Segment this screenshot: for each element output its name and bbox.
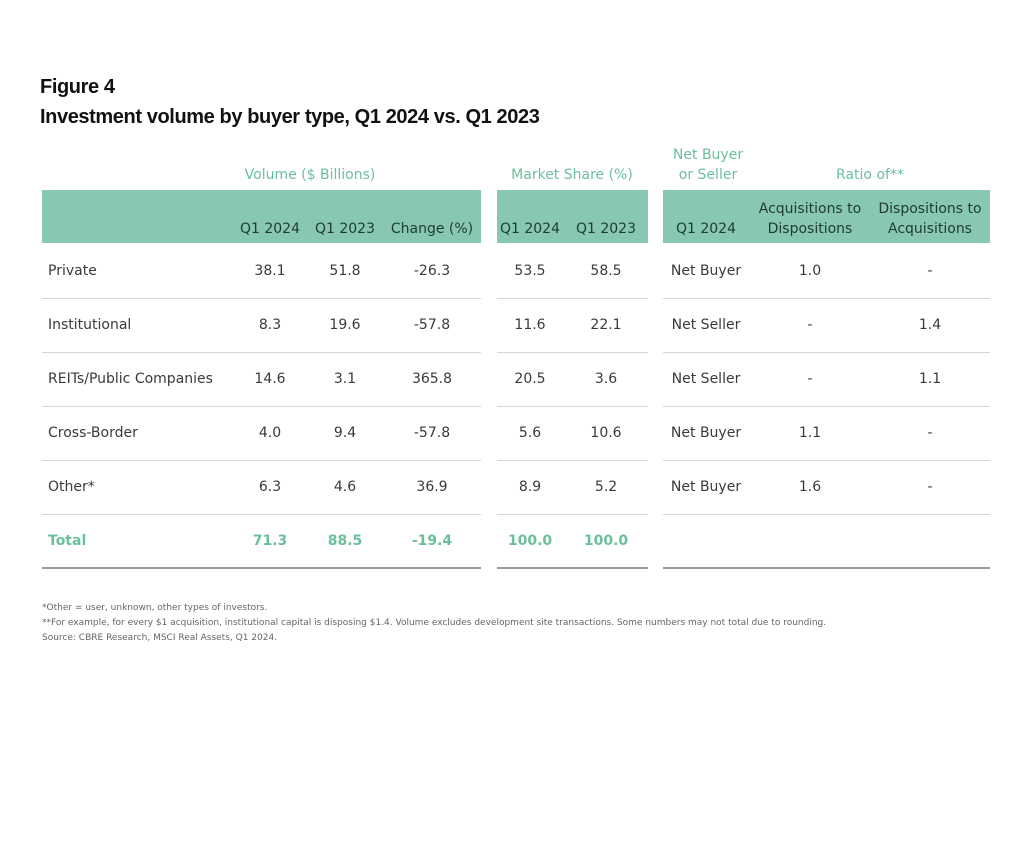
cell: 58.5 xyxy=(590,263,622,279)
cell: Net Buyer xyxy=(670,263,742,279)
cell: - xyxy=(927,479,933,495)
row-divider xyxy=(663,298,990,299)
row-divider xyxy=(663,406,990,407)
cell: Net Seller xyxy=(671,317,741,333)
cell: 19.6 xyxy=(329,317,361,333)
total-cell: -19.4 xyxy=(411,533,453,549)
table-bottom-rule xyxy=(42,567,481,569)
row-label: Other* xyxy=(48,479,95,495)
cell: - xyxy=(807,317,813,333)
cell: 11.6 xyxy=(514,317,546,333)
cell: - xyxy=(927,263,933,279)
cell: 1.1 xyxy=(918,371,942,387)
cell: 8.9 xyxy=(518,479,542,495)
row-divider xyxy=(42,352,481,353)
cell: 10.6 xyxy=(590,425,622,441)
row-divider xyxy=(42,514,481,515)
row-divider xyxy=(663,460,990,461)
row-divider xyxy=(497,406,648,407)
row-divider xyxy=(663,514,990,515)
row-divider xyxy=(42,298,481,299)
footnote: Source: CBRE Research, MSCI Real Assets,… xyxy=(42,633,278,643)
cell: 20.5 xyxy=(514,371,546,387)
header-band xyxy=(663,190,990,243)
header-band xyxy=(497,190,648,243)
cell: - xyxy=(927,425,933,441)
column-header: Dispositions to xyxy=(878,201,982,217)
cell: 5.2 xyxy=(594,479,618,495)
group-header: Ratio of** xyxy=(836,167,904,183)
group-header: Market Share (%) xyxy=(511,167,633,183)
column-header: Q1 2023 xyxy=(314,221,376,237)
cell: 53.5 xyxy=(514,263,546,279)
table-bottom-rule xyxy=(497,567,648,569)
cell: 1.4 xyxy=(918,317,942,333)
total-cell: 88.5 xyxy=(327,533,363,549)
column-header: Q1 2024 xyxy=(675,221,737,237)
cell: Net Seller xyxy=(671,371,741,387)
group-header: or Seller xyxy=(678,167,738,183)
cell: 8.3 xyxy=(258,317,282,333)
total-cell: 100.0 xyxy=(583,533,629,549)
group-header: Net Buyer xyxy=(672,147,744,163)
cell: Net Buyer xyxy=(670,425,742,441)
row-label: Private xyxy=(48,263,97,279)
cell: 9.4 xyxy=(333,425,357,441)
cell: 36.9 xyxy=(416,479,448,495)
cell: Net Buyer xyxy=(670,479,742,495)
total-cell: 100.0 xyxy=(507,533,553,549)
column-header: Q1 2023 xyxy=(575,221,637,237)
group-header: Volume ($ Billions) xyxy=(244,167,376,183)
footnote: **For example, for every $1 acquisition,… xyxy=(42,618,827,628)
cell: -57.8 xyxy=(413,317,451,333)
column-header: Acquisitions xyxy=(888,221,972,237)
column-header: Q1 2024 xyxy=(499,221,561,237)
cell: 51.8 xyxy=(329,263,361,279)
cell: 3.1 xyxy=(333,371,357,387)
row-label: REITs/Public Companies xyxy=(48,371,213,387)
row-divider xyxy=(42,460,481,461)
column-header: Q1 2024 xyxy=(239,221,301,237)
cell: 38.1 xyxy=(254,263,286,279)
row-divider xyxy=(663,352,990,353)
cell: - xyxy=(807,371,813,387)
column-header: Change (%) xyxy=(390,221,474,237)
cell: 1.1 xyxy=(798,425,822,441)
cell: 1.6 xyxy=(798,479,822,495)
footnote: *Other = user, unknown, other types of i… xyxy=(42,603,268,613)
total-cell: 71.3 xyxy=(252,533,288,549)
row-label: Institutional xyxy=(48,317,132,333)
cell: 365.8 xyxy=(411,371,453,387)
row-label: Cross-Border xyxy=(48,425,138,441)
cell: -57.8 xyxy=(413,425,451,441)
cell: 22.1 xyxy=(590,317,622,333)
figure-label: Figure 4 xyxy=(40,76,115,98)
total-label: Total xyxy=(48,533,87,549)
cell: 4.6 xyxy=(333,479,357,495)
cell: 14.6 xyxy=(254,371,286,387)
cell: 1.0 xyxy=(798,263,822,279)
cell: -26.3 xyxy=(413,263,451,279)
table-bottom-rule xyxy=(663,567,990,569)
cell: 4.0 xyxy=(258,425,282,441)
row-divider xyxy=(497,298,648,299)
row-divider xyxy=(42,406,481,407)
row-divider xyxy=(497,460,648,461)
cell: 5.6 xyxy=(518,425,542,441)
row-divider xyxy=(497,514,648,515)
cell: 3.6 xyxy=(594,371,618,387)
column-header: Dispositions xyxy=(767,221,853,237)
header-band xyxy=(42,190,481,243)
figure-title: Investment volume by buyer type, Q1 2024… xyxy=(40,106,540,128)
cell: 6.3 xyxy=(258,479,282,495)
column-header: Acquisitions to xyxy=(758,201,862,217)
row-divider xyxy=(497,352,648,353)
